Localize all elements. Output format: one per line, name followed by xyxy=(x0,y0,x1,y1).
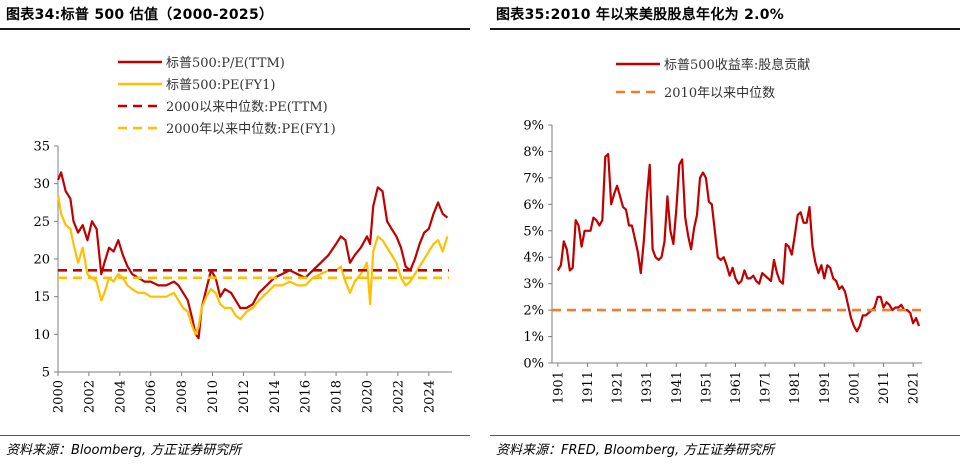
x-tick-label: 2008 xyxy=(175,380,190,413)
x-tick-label: 2024 xyxy=(422,380,437,413)
x-tick-label: 1911 xyxy=(581,371,596,404)
chart-panel-dividend-yield: 图表35:2010 年以来美股股息年化为 2.0% 0% 1% 2% 3% 4% 5% 6%… xyxy=(490,0,960,471)
x-tick-label: 1961 xyxy=(729,371,744,404)
x-tick-label: 2006 xyxy=(144,380,159,413)
y-tick-label: 5% xyxy=(523,224,544,239)
pe-line-chart: 5 10 15 20 25 30 35 2000 2002 2004 2006 2008 2010 201… xyxy=(33,56,452,413)
x-tick-label: 2021 xyxy=(907,371,922,404)
x-tick-label: 1921 xyxy=(611,371,626,404)
series-line-0 xyxy=(56,171,449,340)
x-tick-label: 2004 xyxy=(113,380,128,413)
chart-title: 图表35:2010 年以来美股股息年化为 2.0% xyxy=(496,7,785,23)
y-tick-label: 15 xyxy=(33,290,50,305)
x-tick-label: 2012 xyxy=(237,380,252,413)
x-tick-label: 2011 xyxy=(877,371,892,404)
y-tick-label: 30 xyxy=(33,177,50,192)
x-tick-label: 2014 xyxy=(268,380,283,413)
x-tick-label: 1901 xyxy=(551,371,566,404)
y-tick-label: 3% xyxy=(523,277,544,292)
x-tick-label: 1981 xyxy=(788,371,803,404)
y-tick-label: 1% xyxy=(523,330,544,345)
x-tick-label: 2001 xyxy=(847,371,862,404)
x-tick-label: 2020 xyxy=(361,380,376,413)
legend-label-1: 2010年以来中位数 xyxy=(664,86,775,101)
y-tick-label: 8% xyxy=(523,145,544,160)
legend-label-3: 2000年以来中位数:PE(FY1) xyxy=(166,122,336,137)
x-tick-label: 1991 xyxy=(818,371,833,404)
chart-title: 图表34:标普 500 估值（2000-2025） xyxy=(6,7,274,23)
source-divider xyxy=(0,435,470,436)
x-tick-label: 2000 xyxy=(52,380,67,413)
chart-source: 资料来源：Bloomberg, 方正证券研究所 xyxy=(6,443,242,458)
source-divider xyxy=(490,435,960,436)
y-tick-label: 6% xyxy=(523,198,544,213)
x-tick-label: 2018 xyxy=(330,380,345,413)
y-tick-label: 9% xyxy=(523,119,544,134)
legend-label-2: 2000以来中位数:PE(TTM) xyxy=(166,100,328,115)
chart-source: 资料来源：FRED, Bloomberg, 方正证券研究所 xyxy=(496,443,775,458)
y-tick-label: 4% xyxy=(523,251,544,266)
y-tick-label: 35 xyxy=(33,140,50,155)
x-tick-label: 2016 xyxy=(299,380,314,413)
x-tick-label: 1951 xyxy=(699,371,714,404)
dividend-line-chart: 0% 1% 2% 3% 4% 5% 6% 7% 8% 9% 1901 1911 1921 1931 1941… xyxy=(523,57,922,404)
title-divider xyxy=(0,28,470,30)
x-tick-label: 1941 xyxy=(670,371,685,404)
series-line-0 xyxy=(556,152,921,333)
y-tick-label: 20 xyxy=(33,253,50,268)
series-line-1 xyxy=(56,194,449,336)
chart-panel-pe-valuation: 图表34:标普 500 估值（2000-2025） 5 10 15 20 25 30 35 2… xyxy=(0,0,470,471)
y-tick-label: 5 xyxy=(42,366,50,381)
legend-label-0: 标普500:P/E(TTM) xyxy=(166,56,285,71)
y-tick-label: 25 xyxy=(33,215,50,230)
legend-label-1: 标普500:PE(FY1) xyxy=(166,78,275,93)
x-tick-label: 2002 xyxy=(82,380,97,413)
y-tick-label: 10 xyxy=(33,328,50,343)
x-tick-label: 2010 xyxy=(206,380,221,413)
y-tick-label: 0% xyxy=(523,357,544,372)
x-tick-label: 1971 xyxy=(759,371,774,404)
title-divider xyxy=(490,28,960,30)
x-tick-label: 1931 xyxy=(640,371,655,404)
y-tick-label: 2% xyxy=(523,304,544,319)
legend-label-0: 标普500收益率:股息贡献 xyxy=(664,57,810,73)
y-tick-label: 7% xyxy=(523,171,544,186)
x-tick-label: 2022 xyxy=(391,380,406,413)
